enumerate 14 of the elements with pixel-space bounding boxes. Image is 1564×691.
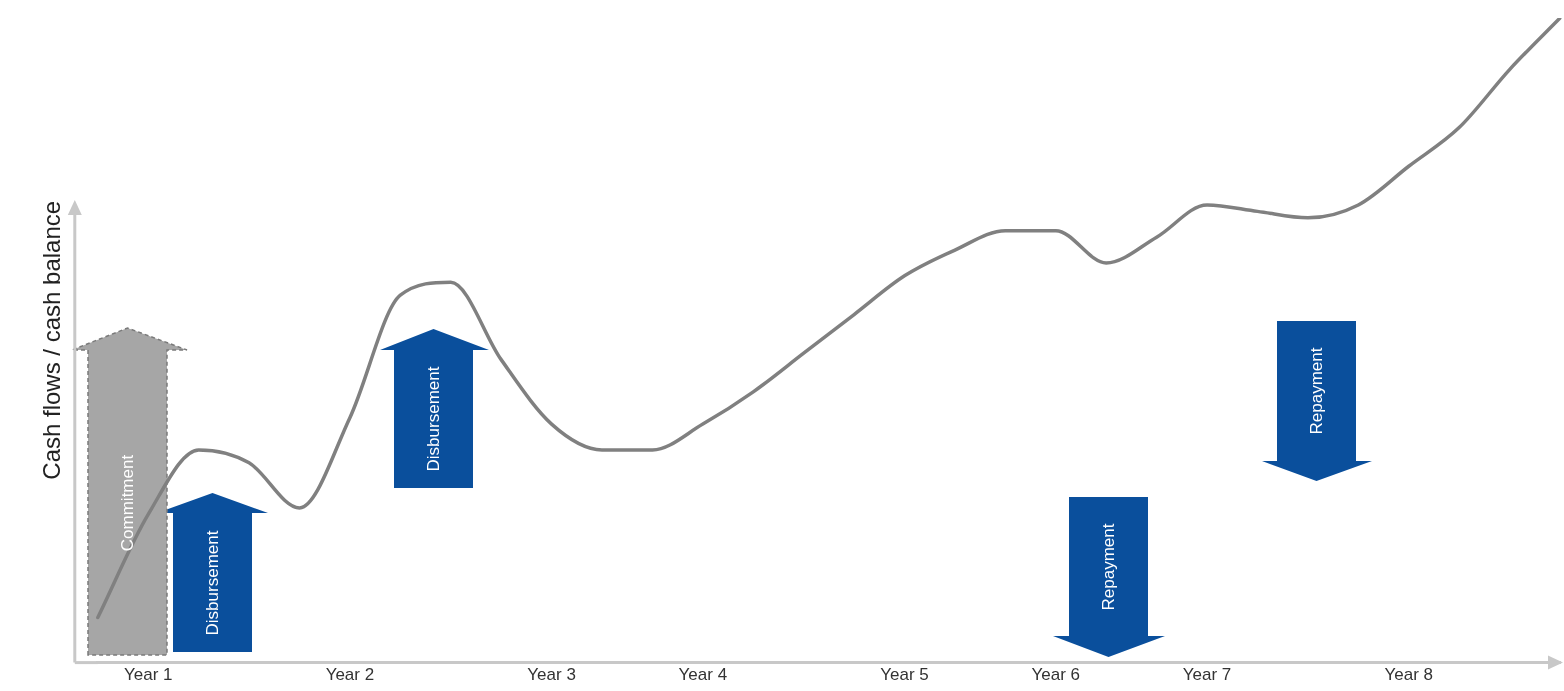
annotation: Commitment	[117, 454, 138, 551]
x-tick-label: Year 5	[880, 665, 929, 685]
annotation: Repayment	[1098, 523, 1119, 610]
x-tick-label: Year 1	[123, 665, 173, 685]
x-tick-label: Year 6	[1031, 665, 1081, 685]
annotation: Disbursement	[423, 366, 444, 472]
x-tick-label: Year 4	[678, 665, 728, 685]
x-tick-label: Year 3	[527, 665, 576, 685]
y-axis-title: Cash flows / cash balance	[38, 200, 66, 480]
annotation: Repayment	[1306, 347, 1327, 435]
x-tick-label: Year 8	[1384, 665, 1433, 685]
x-tick-label: Year 7	[1182, 665, 1232, 685]
annotation: Disbursement	[202, 530, 223, 635]
x-tick-label: Year 2	[325, 665, 375, 685]
